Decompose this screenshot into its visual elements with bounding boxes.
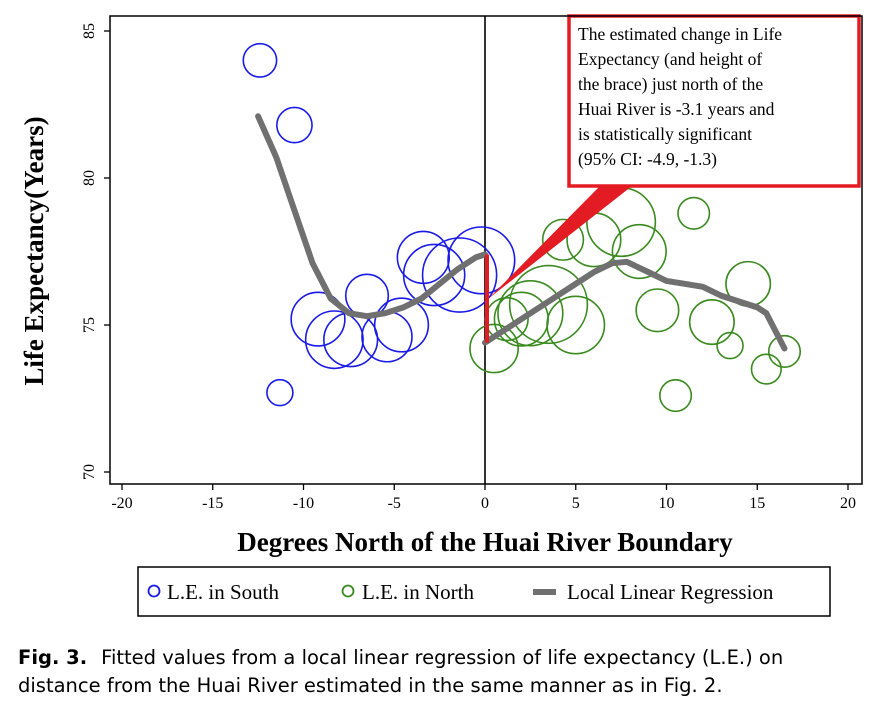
y-tick-label: 80 [81,170,98,186]
x-tick-label: -15 [202,495,223,512]
x-tick-label: -10 [293,495,314,512]
x-axis-title: Degrees North of the Huai River Boundary [237,527,733,557]
x-tick-label: 0 [481,495,489,512]
south-bubble [304,310,364,370]
x-tick-label: -20 [111,495,132,512]
y-tick-label: 75 [81,317,98,333]
chart: The estimated change in Life Expectancy (… [19,14,863,617]
callout-text-line: (95% CI: -4.9, -1.3) [578,149,717,169]
callout-text-line: Expectancy (and height of [578,49,762,69]
south-bubble [266,378,294,407]
y-axis-title: Life Expectancy(Years) [19,116,49,385]
figure-caption: Fig. 3. Fitted values from a local linear… [18,644,868,700]
regression-line-north [482,258,788,352]
north-bubble [635,288,680,333]
north-bubble [541,218,585,261]
y-tick-label: 70 [81,464,98,480]
legend: L.E. in South L.E. in North Local Linear R… [137,566,831,617]
x-tick-label: 15 [749,495,765,512]
x-tick-label: -5 [388,495,401,512]
south-bubble [447,226,516,295]
south-bubble [373,297,430,353]
south-bubble [242,42,278,78]
south-bubble [402,243,466,307]
legend-marker-north [341,584,355,598]
callout-text-line: the brace) just north of the [578,74,763,94]
north-bubble [508,264,589,345]
north-bubble [611,223,667,280]
callout-text-line: is statistically significant [578,124,752,144]
legend-marker-south [147,584,161,598]
x-tick-label: 10 [659,495,675,512]
caption-text: Fitted values from a local linear regres… [18,646,784,697]
north-bubble [767,334,802,369]
north-bubble [659,379,693,413]
x-tick-label: 20 [840,495,856,512]
north-bubble [688,299,735,346]
plot-frame [109,15,863,485]
x-tick-label: 5 [572,495,580,512]
south-bubble [421,237,498,313]
annotation-callout: The estimated change in Life Expectancy (… [488,14,861,299]
legend-label-south: L.E. in South [167,580,280,604]
north-bubble [497,280,564,347]
north-bubble [469,323,519,374]
regression-line-south [255,113,488,320]
south-bubble [290,291,346,347]
north-bubble [716,331,744,360]
figure-label: Fig. 3. [18,646,88,669]
y-tick-label: 85 [81,23,98,39]
legend-label-regression: Local Linear Regression [567,580,774,604]
south-bubble [276,106,313,144]
legend-label-north: L.E. in North [362,580,474,604]
callout-box [567,14,861,188]
plot-area [242,16,802,484]
callout-pointer [488,186,632,299]
callout-text-line: The estimated change in Life [578,24,782,44]
north-bubble [677,196,711,230]
north-bubble [750,353,782,385]
axes: -20 -15 -10 -5 0 5 10 15 20 70 75 80 85 [81,15,863,512]
callout-text-line: Huai River is -3.1 years and [578,99,775,119]
north-bubble [546,295,606,355]
